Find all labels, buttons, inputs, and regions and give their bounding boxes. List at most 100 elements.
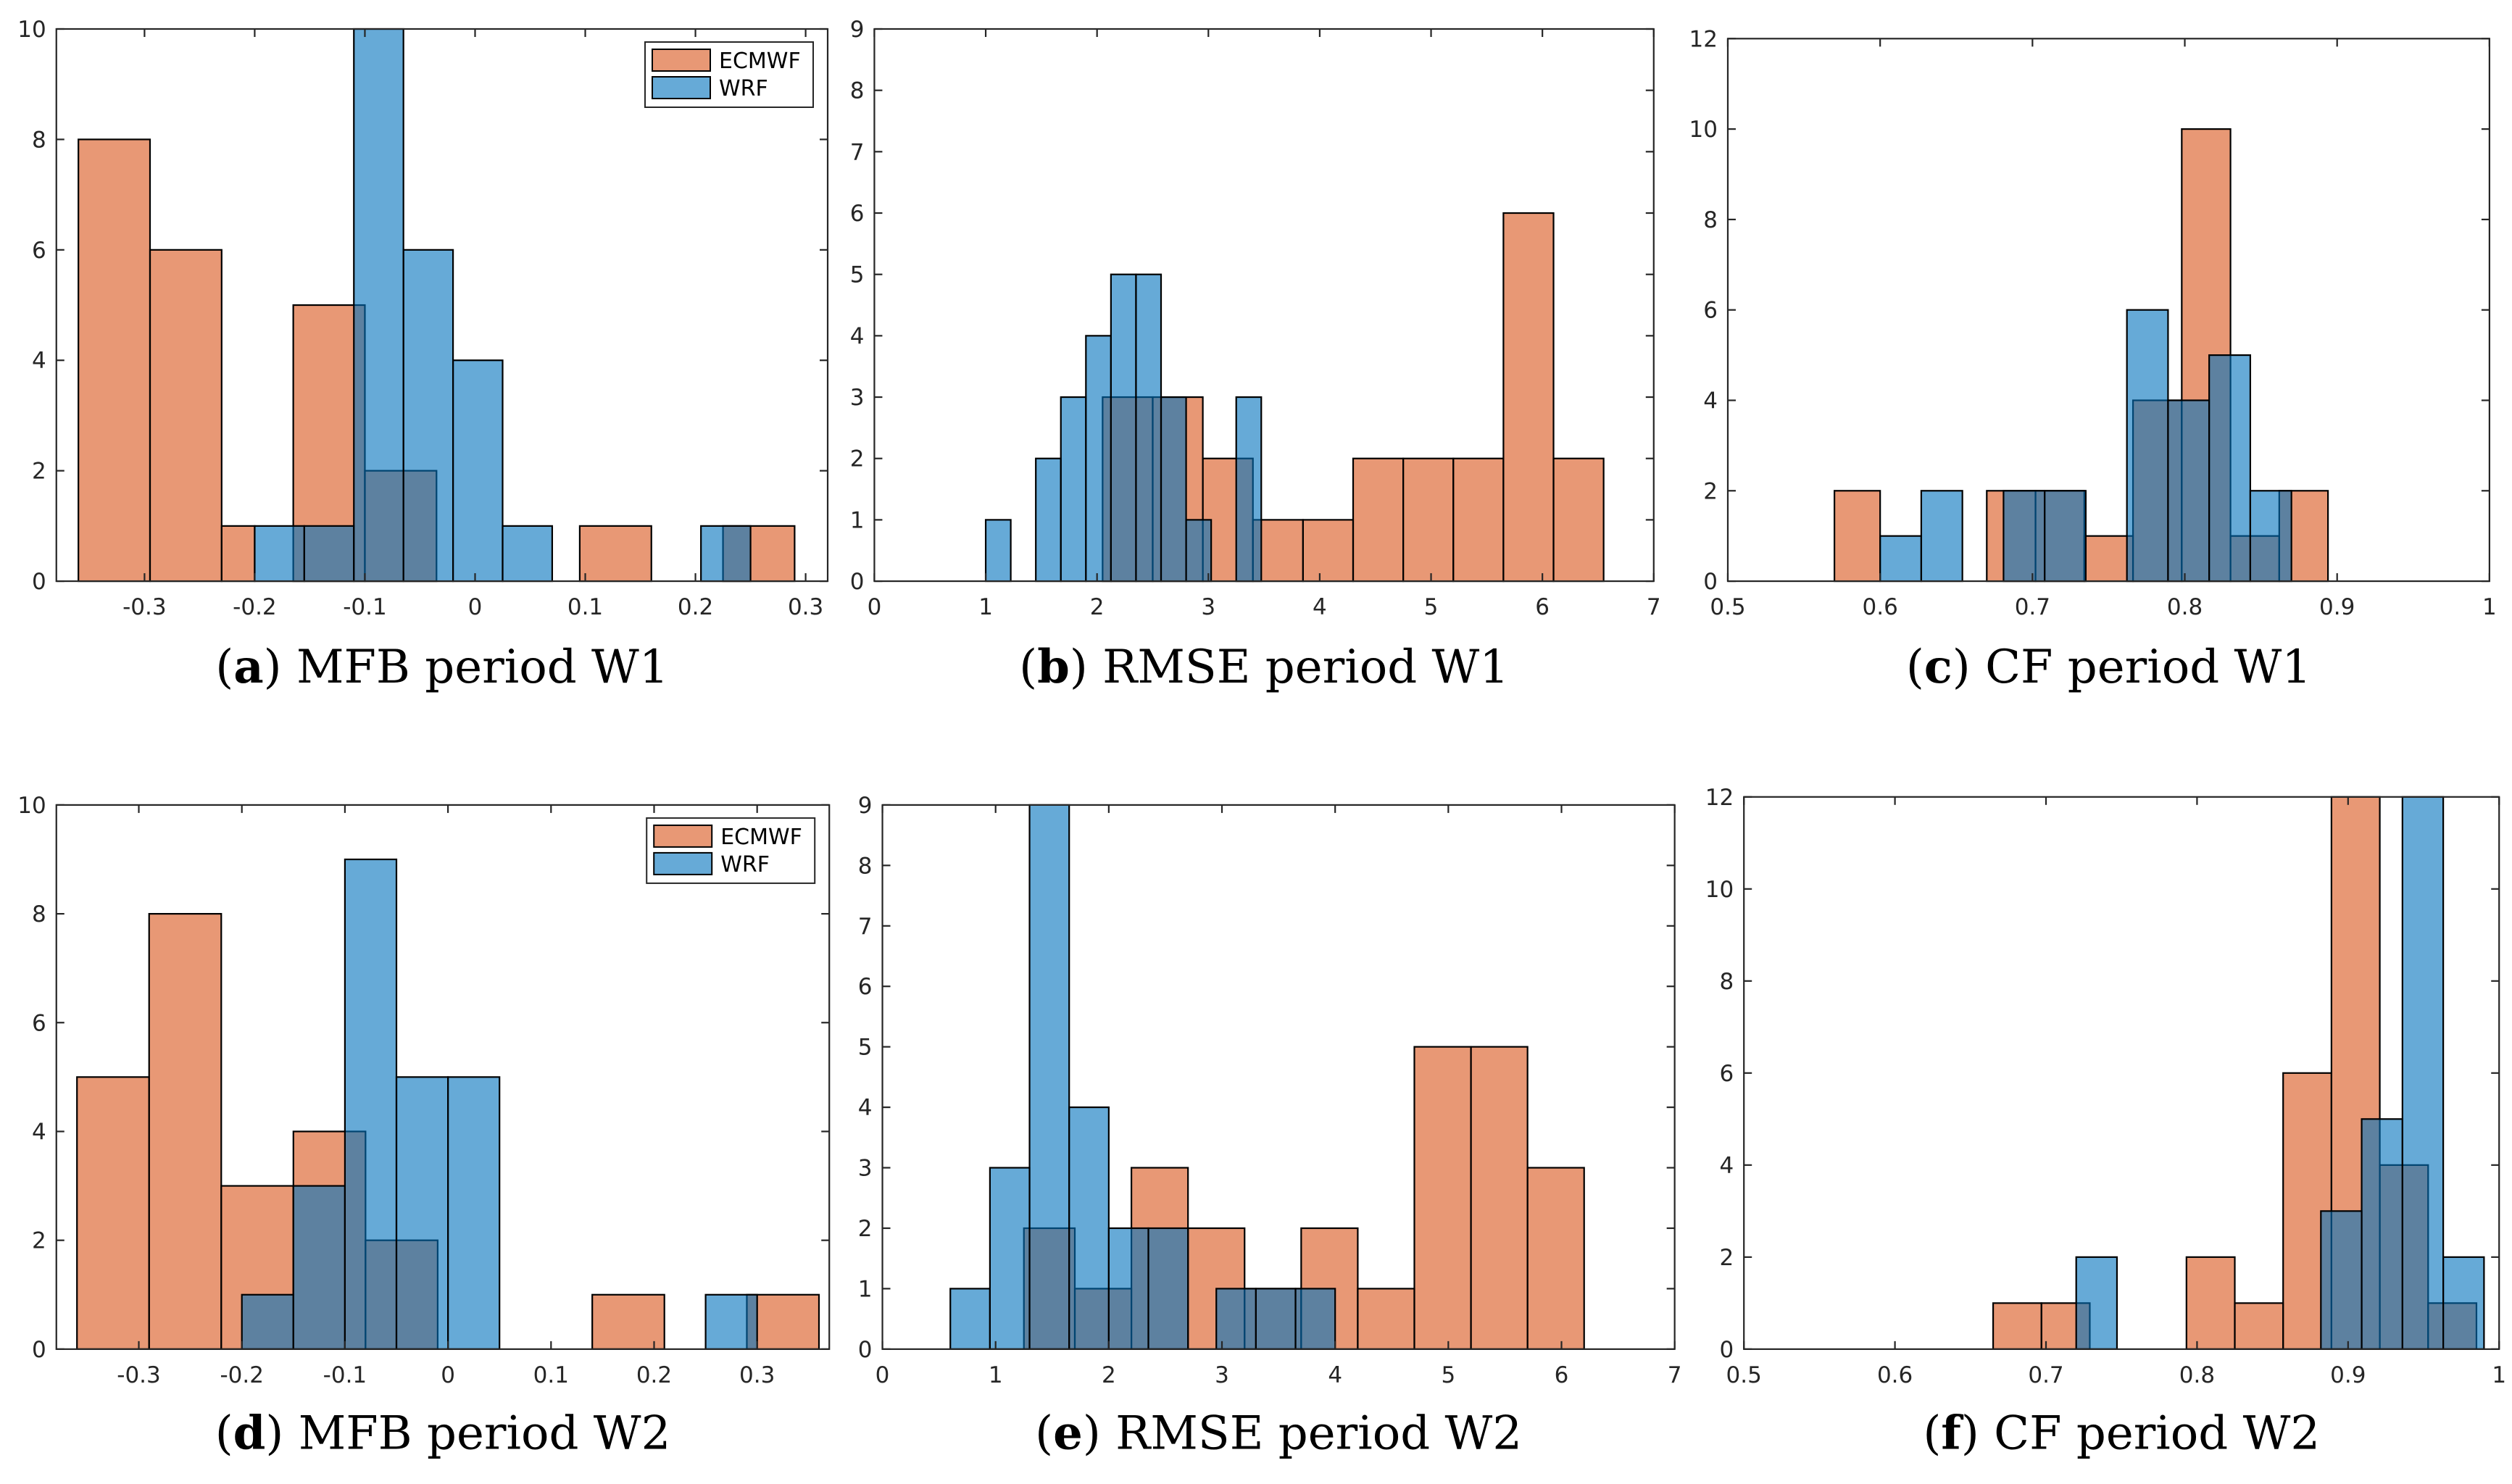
bar-wrf-b: [1235, 396, 1263, 583]
bar-wrf-b: [1110, 273, 1137, 583]
x-tick-label: 0.9: [2330, 1362, 2366, 1388]
x-tick-label: 6: [1555, 1362, 1569, 1388]
x-tick-label: 1: [2482, 594, 2497, 620]
caption-d: (d) MFB period W2: [215, 1406, 671, 1461]
x-tick-label: 7: [1647, 594, 1661, 620]
x-tick-label: 0.8: [2167, 594, 2203, 620]
bar-ecmwf-d: [746, 1293, 820, 1350]
x-tick-label: 5: [1424, 594, 1439, 620]
y-tick-label: 3: [858, 1156, 873, 1182]
x-tick-label: 6: [1535, 594, 1550, 620]
x-tick-label: -0.2: [220, 1362, 264, 1388]
axes-box-e: [881, 804, 1676, 1350]
x-tick-label: 0: [876, 1362, 890, 1388]
bar-ecmwf-d: [76, 1076, 150, 1350]
x-tick-label: 0.3: [788, 594, 823, 620]
bar-ecmwf-a: [78, 138, 151, 583]
y-tick-label: 0: [850, 569, 865, 595]
legend-swatch-ecmwf: [652, 48, 712, 72]
bar-wrf-d: [292, 1185, 346, 1350]
x-tick-label: 4: [1313, 594, 1327, 620]
caption-e: (e) RMSE period W2: [1035, 1406, 1522, 1461]
bar-wrf-c: [1920, 490, 1963, 583]
bar-wrf-a: [700, 525, 752, 583]
bar-wrf-b: [1035, 457, 1062, 583]
x-tick-label: -0.1: [343, 594, 387, 620]
bar-wrf-e: [1028, 804, 1070, 1350]
y-tick-label: 8: [850, 78, 865, 104]
x-tick-label: 0.9: [2319, 594, 2355, 620]
bar-wrf-d: [395, 1076, 449, 1350]
y-tick-label: 12: [1705, 785, 1734, 811]
y-tick-label: 4: [1719, 1153, 1734, 1179]
x-tick-label: 3: [1201, 594, 1215, 620]
legend-label-wrf: WRF: [719, 76, 768, 101]
y-tick-label: 2: [32, 459, 46, 485]
caption-a: (a) MFB period W1: [215, 640, 668, 694]
bar-ecmwf-b: [1502, 212, 1555, 583]
y-tick-label: 9: [850, 17, 865, 43]
y-tick-label: 6: [1719, 1061, 1734, 1087]
bar-wrf-b: [984, 519, 1012, 583]
y-tick-label: 8: [32, 127, 46, 153]
bar-wrf-e: [989, 1167, 1031, 1350]
y-tick-label: 10: [1705, 877, 1734, 903]
bar-ecmwf-c: [2083, 535, 2134, 583]
y-tick-label: 0: [1703, 569, 1718, 595]
y-tick-label: 8: [1719, 969, 1734, 995]
x-tick-label: 3: [1215, 1362, 1229, 1388]
bar-ecmwf-b: [1452, 457, 1505, 583]
x-tick-label: 0: [441, 1362, 455, 1388]
y-tick-label: 9: [858, 793, 873, 819]
bar-wrf-b: [1060, 396, 1087, 583]
y-tick-label: 12: [1689, 26, 1718, 52]
y-tick-label: 8: [858, 853, 873, 879]
y-tick-label: 4: [1703, 388, 1718, 414]
bar-wrf-e: [1068, 1106, 1110, 1350]
y-tick-label: 2: [850, 446, 865, 472]
x-tick-label: 0: [868, 594, 882, 620]
bar-wrf-f: [2442, 1256, 2485, 1350]
bar-ecmwf-e: [1413, 1046, 1472, 1350]
y-tick-label: 8: [32, 901, 46, 928]
caption-f: (f) CF period W2: [1923, 1406, 2320, 1461]
y-tick-label: 10: [17, 17, 46, 43]
y-tick-label: 7: [858, 914, 873, 940]
x-tick-label: 1: [989, 1362, 1003, 1388]
x-tick-label: 0.8: [2179, 1362, 2215, 1388]
bar-wrf-d: [447, 1076, 501, 1350]
bar-wrf-e: [1107, 1227, 1149, 1350]
x-tick-label: 0.6: [1863, 594, 1898, 620]
bar-ecmwf-e: [1526, 1167, 1585, 1350]
y-tick-label: 4: [858, 1095, 873, 1121]
x-tick-label: 7: [1668, 1362, 1682, 1388]
bar-wrf-d: [344, 858, 398, 1350]
y-tick-label: 4: [850, 323, 865, 349]
bar-wrf-e: [949, 1288, 991, 1350]
y-tick-label: 4: [32, 1119, 46, 1145]
x-tick-label: 0.2: [678, 594, 713, 620]
bar-wrf-a: [254, 525, 305, 583]
bar-ecmwf-b: [1352, 457, 1405, 583]
legend-swatch-ecmwf: [653, 824, 713, 848]
x-tick-label: 0.5: [1710, 594, 1745, 620]
bar-ecmwf-d: [148, 912, 222, 1350]
x-tick-label: 4: [1328, 1362, 1342, 1388]
bar-wrf-b: [1135, 273, 1163, 583]
bar-wrf-b: [1160, 396, 1187, 583]
y-tick-label: 1: [850, 507, 865, 533]
y-tick-label: 6: [32, 238, 46, 264]
legend-swatch-wrf: [652, 75, 712, 99]
y-tick-label: 2: [1703, 478, 1718, 504]
bar-ecmwf-f: [2234, 1302, 2284, 1350]
bar-ecmwf-f: [2185, 1256, 2236, 1350]
panel-e: 0 1 2 3 4 5 6 7 0 1 2 3 4 5 6 7 8 9 (e) RMSE period W2: [858, 793, 1682, 1461]
bar-wrf-e: [1255, 1288, 1297, 1350]
bar-wrf-e: [1215, 1288, 1257, 1350]
bar-wrf-c: [2126, 309, 2169, 583]
y-tick-label: 6: [850, 201, 865, 227]
bar-wrf-a: [452, 359, 504, 583]
y-tick-label: 0: [1719, 1337, 1734, 1363]
bar-wrf-a: [353, 28, 404, 583]
